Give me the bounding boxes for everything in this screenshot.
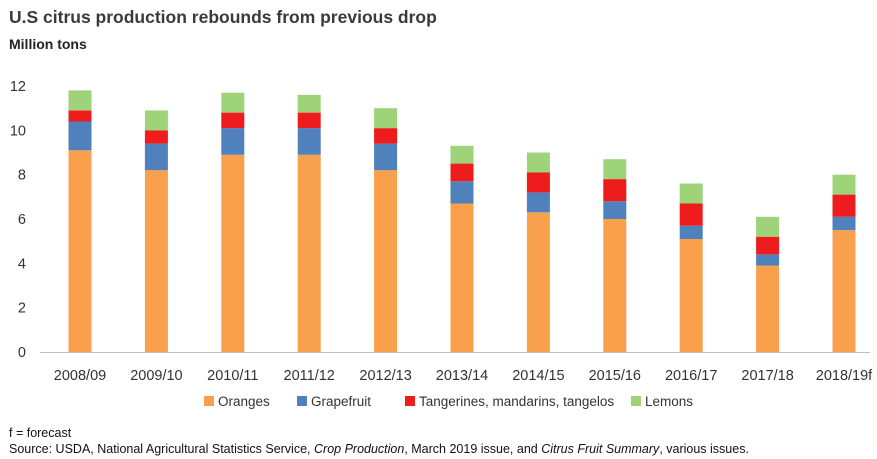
forecast-note: f = forecast xyxy=(9,426,72,440)
source-prefix: Source: USDA, National Agricultural Stat… xyxy=(9,442,311,456)
x-tick-label: 2015/16 xyxy=(589,368,641,384)
legend-swatch-3 xyxy=(631,396,641,406)
y-tick-label: 12 xyxy=(10,79,26,95)
y-tick-label: 6 xyxy=(18,212,26,228)
x-tick-label: 2014/15 xyxy=(512,368,564,384)
bar-oranges-4 xyxy=(374,170,398,352)
source-italic-citrus-summary: Citrus Fruit Summary xyxy=(541,442,660,456)
y-tick-label: 8 xyxy=(18,168,26,184)
bar-grapefruit-7 xyxy=(603,201,627,219)
bar-tangerines-mandarins-tangelos-2 xyxy=(221,112,245,129)
bar-grapefruit-1 xyxy=(144,143,168,171)
y-tick-label: 4 xyxy=(18,256,26,272)
bar-lemons-5 xyxy=(450,145,474,164)
bar-grapefruit-0 xyxy=(68,121,92,151)
bar-tangerines-mandarins-tangelos-4 xyxy=(374,128,398,144)
legend-swatch-1 xyxy=(297,396,307,406)
bar-grapefruit-8 xyxy=(679,225,703,239)
bar-grapefruit-2 xyxy=(221,128,245,155)
legend-swatch-2 xyxy=(405,396,415,406)
y-tick-label: 0 xyxy=(18,345,26,361)
bar-lemons-0 xyxy=(68,90,92,111)
bar-lemons-2 xyxy=(221,92,245,113)
x-tick-label: 2017/18 xyxy=(741,368,793,384)
bar-grapefruit-5 xyxy=(450,181,474,204)
source-suffix: , various issues. xyxy=(659,442,749,456)
bar-grapefruit-10 xyxy=(832,216,856,231)
bar-lemons-1 xyxy=(144,110,168,131)
bar-lemons-8 xyxy=(679,183,703,204)
bar-oranges-8 xyxy=(679,238,703,352)
legend-swatch-0 xyxy=(204,396,214,406)
source-italic-crop-production: Crop Production xyxy=(314,442,405,456)
bar-oranges-0 xyxy=(68,150,92,352)
bar-tangerines-mandarins-tangelos-7 xyxy=(603,179,627,202)
bar-lemons-7 xyxy=(603,159,627,180)
x-tick-label: 2011/12 xyxy=(284,368,335,384)
bar-tangerines-mandarins-tangelos-8 xyxy=(679,203,703,226)
x-tick-label: 2012/13 xyxy=(359,368,411,384)
bar-oranges-3 xyxy=(297,154,321,352)
bar-grapefruit-6 xyxy=(526,192,550,213)
bar-tangerines-mandarins-tangelos-6 xyxy=(526,172,550,193)
bar-lemons-6 xyxy=(526,152,550,173)
bar-oranges-9 xyxy=(756,265,780,352)
bar-lemons-9 xyxy=(756,216,780,237)
bar-oranges-1 xyxy=(144,170,168,352)
y-tick-label: 2 xyxy=(18,301,26,317)
bar-tangerines-mandarins-tangelos-5 xyxy=(450,163,474,182)
x-tick-label: 2009/10 xyxy=(130,368,182,384)
bar-oranges-6 xyxy=(526,212,550,352)
y-axis-label: Million tons xyxy=(9,36,87,52)
source-note: Source: USDA, National Agricultural Stat… xyxy=(9,442,749,456)
y-tick-label: 10 xyxy=(10,123,26,139)
legend-label: Tangerines, mandarins, tangelos xyxy=(419,394,614,409)
chart-title: U.S citrus production rebounds from prev… xyxy=(9,7,437,27)
bar-lemons-4 xyxy=(374,108,398,129)
bar-tangerines-mandarins-tangelos-1 xyxy=(144,130,168,144)
bar-tangerines-mandarins-tangelos-10 xyxy=(832,194,856,217)
legend-label: Lemons xyxy=(645,394,693,409)
bar-grapefruit-4 xyxy=(374,143,398,171)
bar-oranges-5 xyxy=(450,203,474,352)
bar-lemons-10 xyxy=(832,174,856,195)
bar-lemons-3 xyxy=(297,94,321,113)
bar-tangerines-mandarins-tangelos-0 xyxy=(68,110,92,122)
x-tick-label: 2010/11 xyxy=(207,368,258,384)
bar-oranges-2 xyxy=(221,154,245,352)
legend-label: Oranges xyxy=(218,394,270,409)
x-tick-label: 2016/17 xyxy=(665,368,717,384)
bar-tangerines-mandarins-tangelos-3 xyxy=(297,112,321,129)
legend-label: Grapefruit xyxy=(311,394,371,409)
bar-oranges-7 xyxy=(603,219,627,352)
x-tick-label: 2018/19f xyxy=(816,368,873,384)
bar-grapefruit-9 xyxy=(756,254,780,266)
x-tick-label: 2013/14 xyxy=(436,368,488,384)
bar-grapefruit-3 xyxy=(297,128,321,155)
bar-oranges-10 xyxy=(832,230,856,352)
x-tick-label: 2008/09 xyxy=(54,368,106,384)
bar-tangerines-mandarins-tangelos-9 xyxy=(756,236,780,255)
source-middle: , March 2019 issue, and xyxy=(404,442,538,456)
